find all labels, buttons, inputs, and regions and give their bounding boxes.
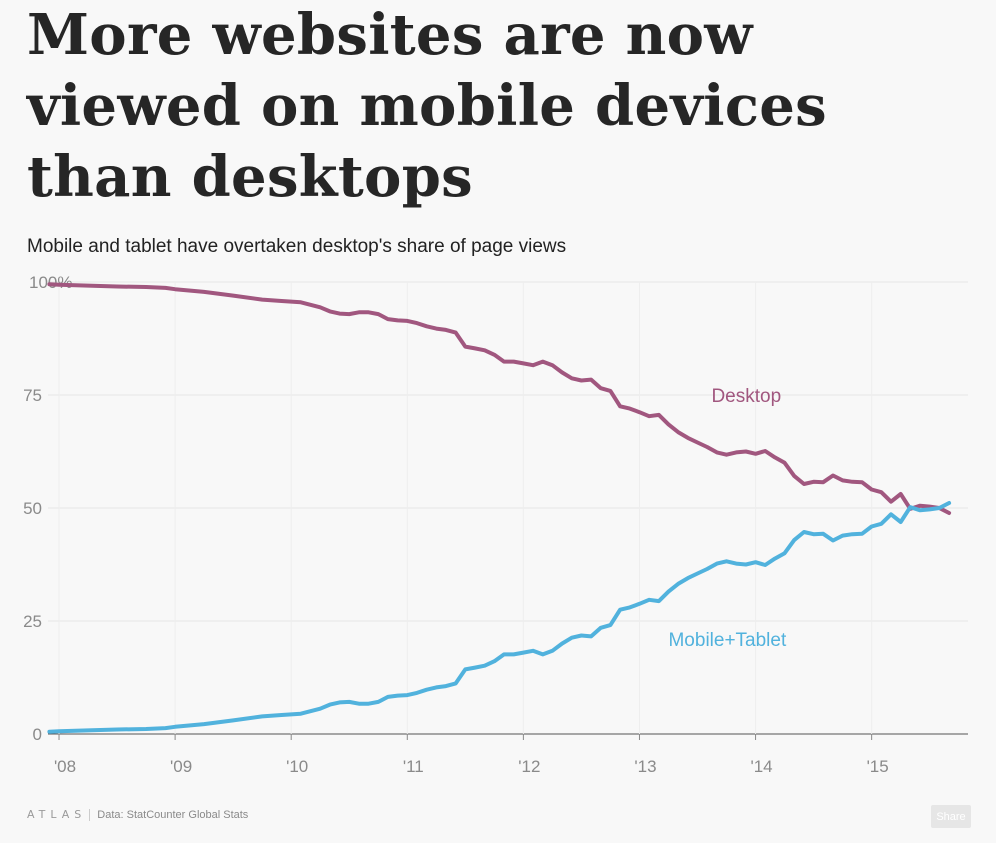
y-tick-label: 0 <box>33 725 42 744</box>
x-tick-label: '10 <box>286 757 308 776</box>
atlas-logo[interactable]: ATLAS <box>27 808 87 821</box>
series-labels: Desktop Mobile+Tablet <box>668 386 786 651</box>
x-tick-label: '12 <box>518 757 540 776</box>
chart-grid <box>48 281 968 735</box>
x-tick-label: '15 <box>867 757 889 776</box>
series-line-desktop <box>47 282 952 515</box>
x-tick-label: '13 <box>634 757 656 776</box>
y-tick-label: 25 <box>23 612 42 631</box>
share-button[interactable]: Share <box>931 805 971 828</box>
chart-series <box>47 282 952 734</box>
chart-footer: ATLAS Data: StatCounter Global Stats <box>27 808 248 821</box>
x-tick-label: '09 <box>170 757 192 776</box>
x-tick-label: '14 <box>750 757 772 776</box>
x-tick-label: '11 <box>403 757 424 776</box>
x-axis-ticks: '08 '09 '10 '11 '12 '13 '14 '15 <box>54 734 889 776</box>
data-source: Data: StatCounter Global Stats <box>97 808 249 821</box>
chart-title: More websites are now viewed on mobile d… <box>27 2 827 210</box>
series-label-desktop: Desktop <box>711 386 781 407</box>
series-line-mobile-tablet <box>47 501 952 734</box>
chart-subtitle: Mobile and tablet have overtaken desktop… <box>27 236 567 257</box>
y-tick-label: 75 <box>23 386 42 405</box>
x-tick-label: '08 <box>54 757 76 776</box>
footer-divider <box>89 808 91 821</box>
series-label-mobile-tablet: Mobile+Tablet <box>668 630 786 651</box>
y-tick-label: 50 <box>23 499 42 518</box>
